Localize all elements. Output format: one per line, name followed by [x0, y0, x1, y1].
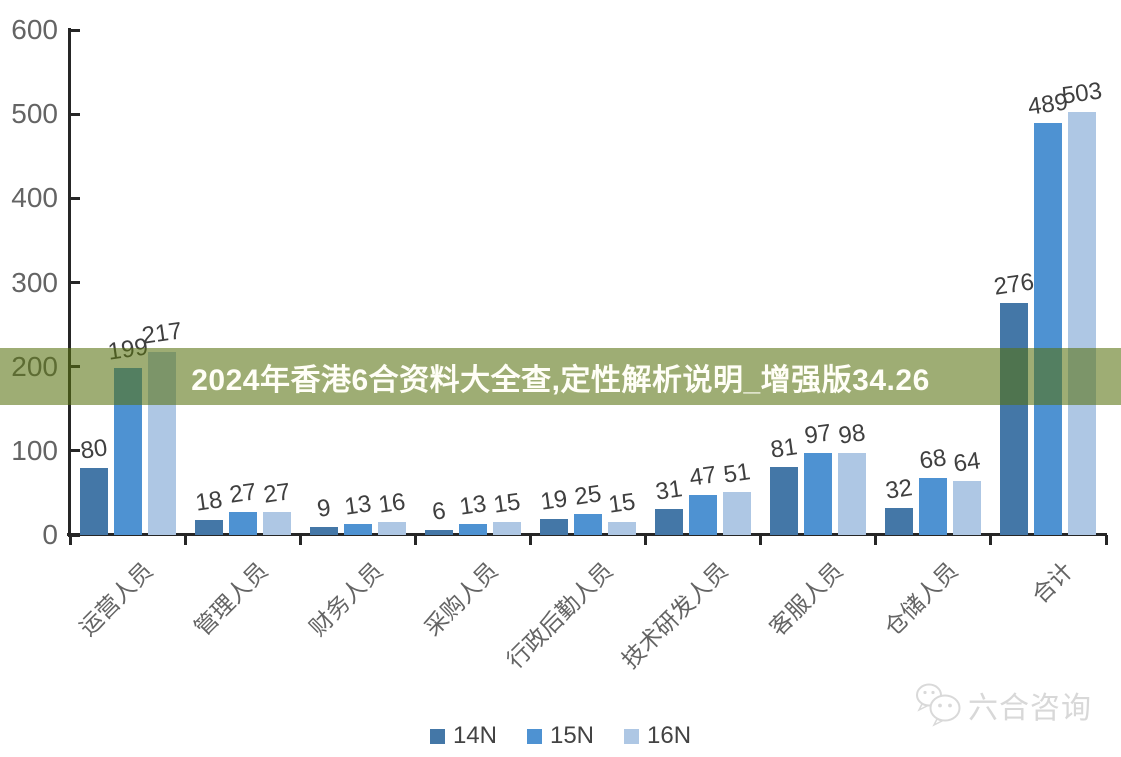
bar-value-label: 9 [315, 494, 333, 524]
bar-14N [770, 466, 799, 535]
category-label: 财务人员 [304, 557, 388, 641]
bar-16N [492, 522, 521, 535]
y-axis-line [68, 28, 71, 537]
y-tick-mark [71, 196, 80, 200]
legend-item: 16N [624, 722, 691, 750]
legend-item: 15N [526, 722, 595, 750]
x-tick-mark [874, 535, 878, 545]
bar-value-label: 98 [837, 418, 868, 450]
bar-15N [804, 453, 833, 535]
legend-label: 15N [549, 722, 595, 749]
bar-value-label: 80 [78, 433, 109, 465]
bar-value-label: 15 [606, 488, 638, 520]
bar-16N [723, 492, 752, 535]
bar-value-label: 6 [430, 497, 448, 526]
bar-15N [919, 477, 948, 535]
bar-value-label: 15 [491, 488, 522, 520]
legend-swatch-14N [429, 728, 445, 744]
legend-swatch-16N [624, 728, 640, 744]
bar-16N [953, 481, 982, 535]
legend-label: 16N [647, 722, 692, 749]
watermark-text: 六合咨询 [968, 691, 1092, 725]
watermark: 六合咨询 [912, 680, 1092, 737]
banner-title: 2024年香港6合资料大全查,定性解析说明_增强版34.26 [191, 363, 930, 397]
bar-16N [608, 522, 636, 535]
y-tick-mark [71, 112, 80, 116]
y-tick-mark [71, 449, 80, 453]
banner-overlay: 2024年香港6合资料大全查,定性解析说明_增强版34.26 [0, 348, 1121, 405]
x-tick-mark [759, 535, 763, 545]
bar-15N [1034, 123, 1063, 535]
bar-value-label: 18 [193, 486, 224, 517]
bar-value-label: 51 [721, 458, 753, 489]
bar-16N [838, 452, 867, 535]
bar-value-label: 276 [992, 268, 1037, 301]
bar-15N [228, 512, 257, 535]
bar-value-label: 97 [803, 419, 834, 451]
bar-15N [689, 495, 718, 535]
bar-value-label: 217 [139, 317, 184, 351]
category-label: 运营人员 [73, 557, 158, 641]
bar-value-label: 31 [653, 475, 685, 506]
bar-14N [1000, 302, 1029, 535]
y-tick-label: 600 [11, 14, 58, 45]
legend-item: 14N [429, 722, 497, 750]
y-tick-label: 300 [11, 266, 58, 298]
bar-value-label: 81 [769, 433, 800, 464]
x-tick-mark [644, 535, 648, 545]
bar-value-label: 503 [1060, 76, 1105, 110]
y-tick-label: 400 [11, 182, 58, 214]
bar-16N [377, 521, 406, 535]
bar-value-label: 13 [457, 490, 488, 521]
x-tick-mark [989, 535, 993, 545]
y-tick-label: 0 [42, 519, 58, 550]
category-label: 仓储人员 [879, 557, 964, 641]
bar-value-label: 19 [538, 485, 570, 516]
legend-label: 14N [452, 722, 497, 749]
bar-14N [424, 529, 453, 535]
bar-14N [79, 467, 108, 535]
y-tick-mark [71, 281, 80, 284]
y-tick-label: 100 [11, 434, 58, 466]
bar-14N [194, 519, 223, 535]
bar-15N [458, 524, 487, 535]
x-tick-mark [413, 535, 417, 545]
category-label: 采购人员 [419, 557, 503, 641]
y-tick-mark [71, 533, 80, 537]
bar-value-label: 25 [572, 480, 604, 511]
bar-16N [262, 512, 291, 535]
bar-value-label: 13 [342, 490, 373, 521]
category-label: 技术研发人员 [616, 557, 733, 674]
x-tick-mark [183, 535, 187, 545]
chart-legend: 14N 15N 16N [0, 722, 1121, 750]
bar-value-label: 68 [918, 444, 949, 475]
bar-value-label: 64 [952, 447, 983, 478]
category-label: 管理人员 [188, 557, 273, 641]
x-tick-mark [298, 535, 302, 545]
category-label: 合计 [1027, 557, 1079, 609]
y-tick-label: 500 [11, 98, 58, 130]
x-tick-mark [68, 535, 72, 545]
bar-14N [655, 508, 684, 535]
x-tick-mark [528, 535, 532, 545]
bar-14N [309, 527, 338, 535]
bar-15N [574, 513, 602, 535]
bar-value-label: 32 [884, 474, 915, 505]
bar-15N [343, 524, 372, 535]
bar-value-label: 47 [687, 461, 719, 493]
bar-value-label: 16 [376, 487, 407, 519]
category-label: 客服人员 [764, 557, 848, 641]
bar-16N [1068, 111, 1097, 535]
bar-value-label: 27 [227, 478, 258, 509]
y-tick-mark [71, 28, 80, 32]
bar-14N [885, 508, 914, 535]
x-tick-mark [1104, 535, 1108, 545]
legend-swatch-15N [526, 728, 542, 744]
bar-value-label: 27 [261, 478, 292, 509]
category-label: 行政后勤人员 [501, 557, 618, 674]
bar-14N [540, 519, 568, 535]
wechat-chat-bubbles-icon [912, 680, 964, 737]
